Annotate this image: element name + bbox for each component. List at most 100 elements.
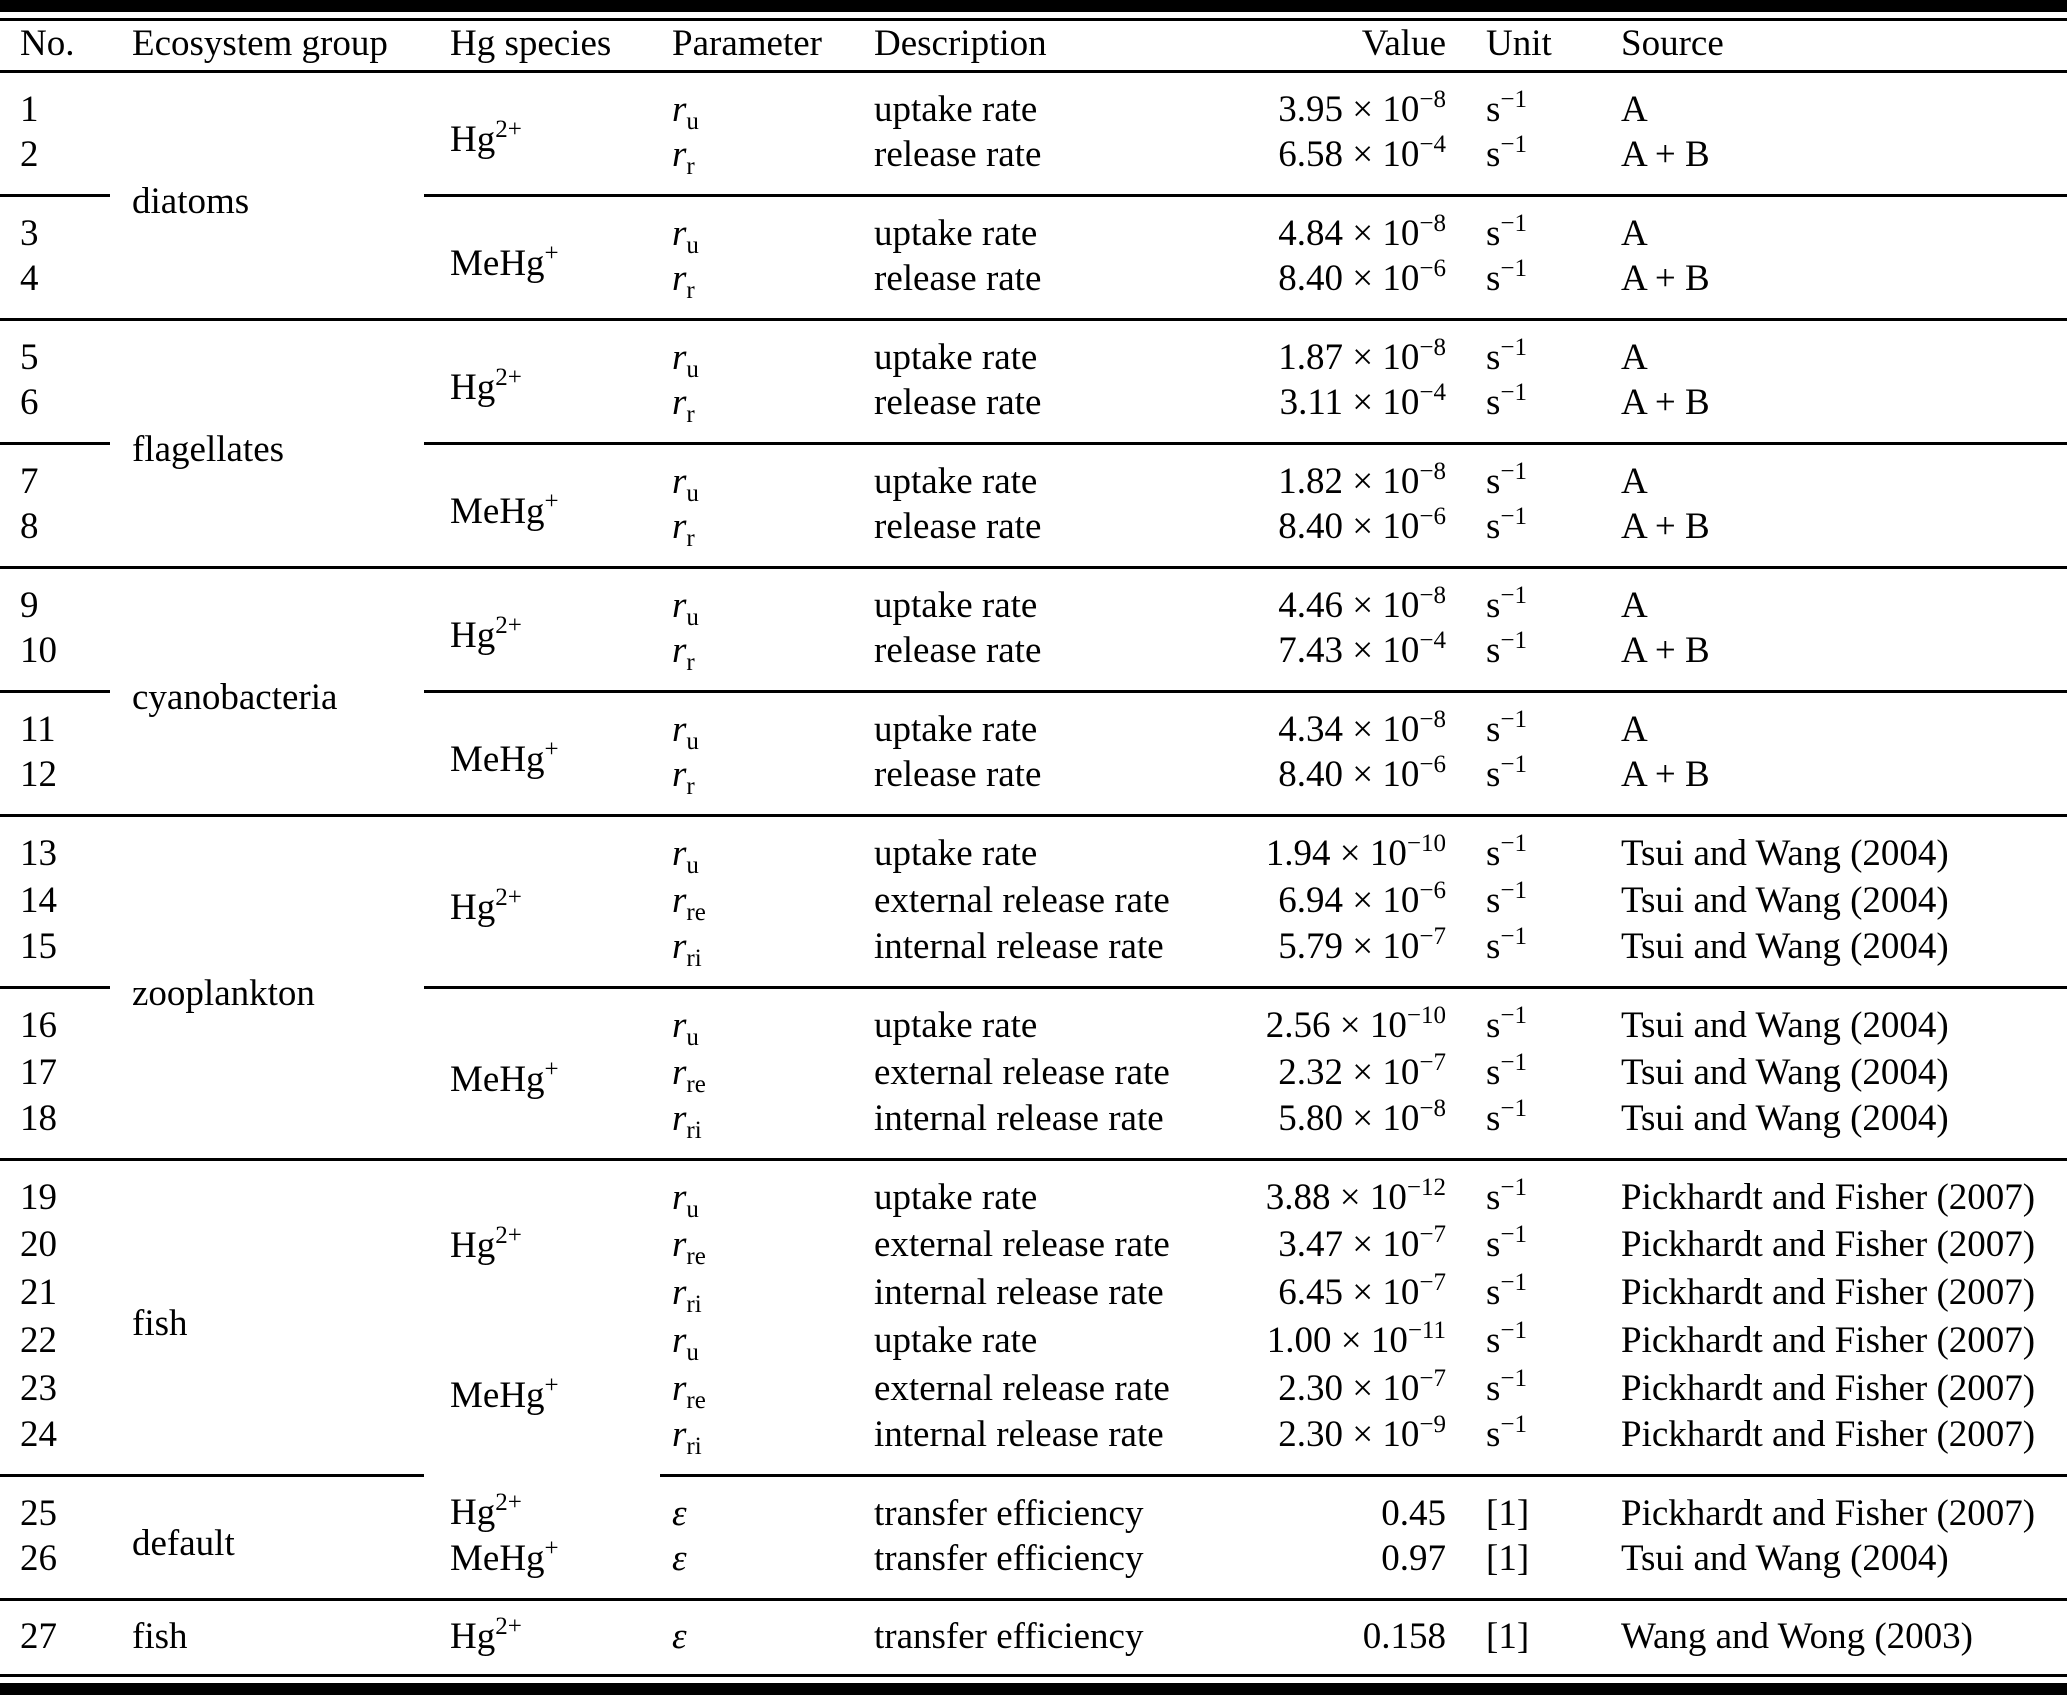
- param-subscript: r: [686, 401, 695, 429]
- no-cell: 24: [0, 1413, 110, 1477]
- unit-cell: s−1: [1460, 987, 1595, 1049]
- unit-symbol: s: [1486, 879, 1501, 921]
- unit-cell: s−1: [1460, 567, 1595, 629]
- source-cell: A: [1621, 460, 1648, 502]
- unit-exponent: −1: [1500, 209, 1528, 237]
- unit-exponent: −1: [1500, 1048, 1528, 1076]
- group-cell: zooplankton: [110, 815, 424, 1161]
- value-mantissa: 8.40 × 10: [1278, 506, 1420, 548]
- species-cell: Hg2+: [424, 1599, 660, 1677]
- header-no: No.: [0, 21, 110, 73]
- value-cell: 5.80 × 10−8: [1170, 1096, 1460, 1161]
- unit-symbol: s: [1486, 506, 1501, 548]
- value-mantissa: 7.43 × 10: [1278, 630, 1420, 672]
- value-cell: 0.158: [1170, 1599, 1460, 1677]
- unit-exponent: −1: [1500, 1316, 1528, 1344]
- source-cell: Tsui and Wang (2004): [1595, 1097, 2067, 1161]
- parameter-cell: rri: [660, 1097, 860, 1161]
- value-exponent: −11: [1407, 1316, 1446, 1344]
- header-row: No. Ecosystem group Hg species Parameter…: [0, 21, 2067, 73]
- parameter-cell: rr: [660, 133, 860, 197]
- value-exponent: −6: [1419, 255, 1446, 283]
- source-cell: Pickhardt and Fisher (2007): [1621, 1492, 2036, 1534]
- parameter-cell: rr: [660, 381, 860, 445]
- param-subscript: u: [686, 851, 699, 879]
- parameter-cell: rr: [660, 629, 860, 693]
- value-exponent: −4: [1419, 627, 1446, 655]
- group-cell: flagellates: [110, 319, 424, 569]
- unit-symbol: s: [1486, 584, 1501, 626]
- value-exponent: −4: [1419, 131, 1446, 159]
- unit-exponent: −1: [1500, 503, 1528, 531]
- unit-symbol: s: [1486, 1271, 1501, 1313]
- value-exponent: −7: [1419, 923, 1446, 951]
- value-mantissa: 6.94 × 10: [1278, 879, 1420, 921]
- parameter-cell: rre: [660, 877, 860, 925]
- table-row: 27 fish Hg2+ ε transfer efficiency 0.158…: [0, 1599, 2067, 1677]
- description-cell: release rate: [860, 505, 1170, 569]
- species-charge: +: [544, 240, 559, 268]
- species-charge: 2+: [495, 1489, 522, 1517]
- value-cell: 2.30 × 10−9: [1170, 1411, 1460, 1477]
- value-exponent: −7: [1419, 1364, 1446, 1392]
- value-cell: 6.45 × 10−7: [1170, 1269, 1460, 1317]
- value-exponent: −12: [1406, 1173, 1446, 1201]
- table-row: 2 rr release rate 6.58 × 10−4 s−1 A + B: [0, 131, 2067, 197]
- no-cell: 4: [0, 257, 110, 321]
- value-exponent: −10: [1406, 829, 1446, 857]
- unit-cell: s−1: [1460, 1049, 1595, 1097]
- source-cell: A + B: [1595, 133, 2067, 197]
- no-cell: 22: [20, 1319, 57, 1361]
- value-exponent: −9: [1419, 1411, 1446, 1439]
- unit-exponent: −1: [1500, 705, 1528, 733]
- param-symbol: r: [672, 584, 687, 626]
- source-cell: Wang and Wong (2003): [1595, 1599, 2067, 1677]
- unit-symbol: s: [1486, 754, 1501, 796]
- table-row: 18 rri internal release rate 5.80 × 10−8…: [0, 1096, 2067, 1161]
- species-charge: 2+: [495, 1221, 522, 1249]
- param-symbol: r: [672, 1098, 687, 1140]
- table-row: 22 MeHg+ ru uptake rate 1.00 × 10−11 s−1…: [0, 1316, 2067, 1415]
- table-row: 25 default Hg2+ ε transfer efficiency 0.…: [0, 1475, 2067, 1601]
- source-cell: A + B: [1595, 505, 2067, 569]
- value-cell: 3.95 × 10−8: [1170, 71, 1460, 133]
- table-row: 19 fish Hg2+ ru uptake rate 3.88 × 10−12…: [0, 1159, 2067, 1477]
- param-symbol: r: [672, 1414, 687, 1456]
- param-subscript: ri: [686, 945, 702, 973]
- species-cell: MeHg+: [424, 987, 660, 1161]
- source-cell: A + B: [1595, 257, 2067, 321]
- unit-cell: s−1: [1460, 256, 1595, 321]
- param-subscript: re: [686, 1386, 706, 1414]
- value-cell: 1.94 × 10−10: [1170, 815, 1460, 877]
- description-cell: external release rate: [874, 1051, 1170, 1093]
- value-exponent: −8: [1419, 209, 1446, 237]
- unit-exponent: −1: [1500, 1173, 1528, 1201]
- parameter-cell: ru: [660, 1159, 860, 1222]
- unit-symbol: s: [1486, 134, 1501, 176]
- parameter-cell: ru: [660, 443, 860, 507]
- value-exponent: −10: [1406, 1001, 1446, 1029]
- unit-exponent: −1: [1500, 829, 1528, 857]
- parameter-cell: rre: [660, 1049, 860, 1097]
- value-mantissa: 1.94 × 10: [1265, 832, 1407, 874]
- param-symbol: r: [672, 258, 687, 300]
- group-cell: default: [110, 1475, 424, 1601]
- species-charge: 2+: [495, 116, 522, 144]
- parameter-cell: rre: [660, 1365, 860, 1413]
- unit-symbol: s: [1486, 460, 1501, 502]
- description-cell: uptake rate: [874, 460, 1038, 502]
- no-cell: 20: [20, 1223, 57, 1265]
- species-cell: MeHg+: [424, 691, 660, 817]
- value-mantissa: 1.82 × 10: [1278, 460, 1420, 502]
- value-exponent: −6: [1419, 503, 1446, 531]
- value-cell: 4.84 × 10−8: [1170, 195, 1460, 257]
- no-cell: 1: [20, 88, 39, 130]
- unit-cell: s−1: [1460, 1269, 1595, 1317]
- param-subscript: re: [686, 1242, 706, 1270]
- species-cell: MeHg+: [424, 1536, 660, 1601]
- parameter-cell: rre: [660, 1221, 860, 1269]
- unit-symbol: s: [1486, 88, 1501, 130]
- param-subscript: u: [686, 479, 699, 507]
- value-mantissa: 3.47 × 10: [1278, 1223, 1420, 1265]
- source-cell: Tsui and Wang (2004): [1595, 1537, 2067, 1601]
